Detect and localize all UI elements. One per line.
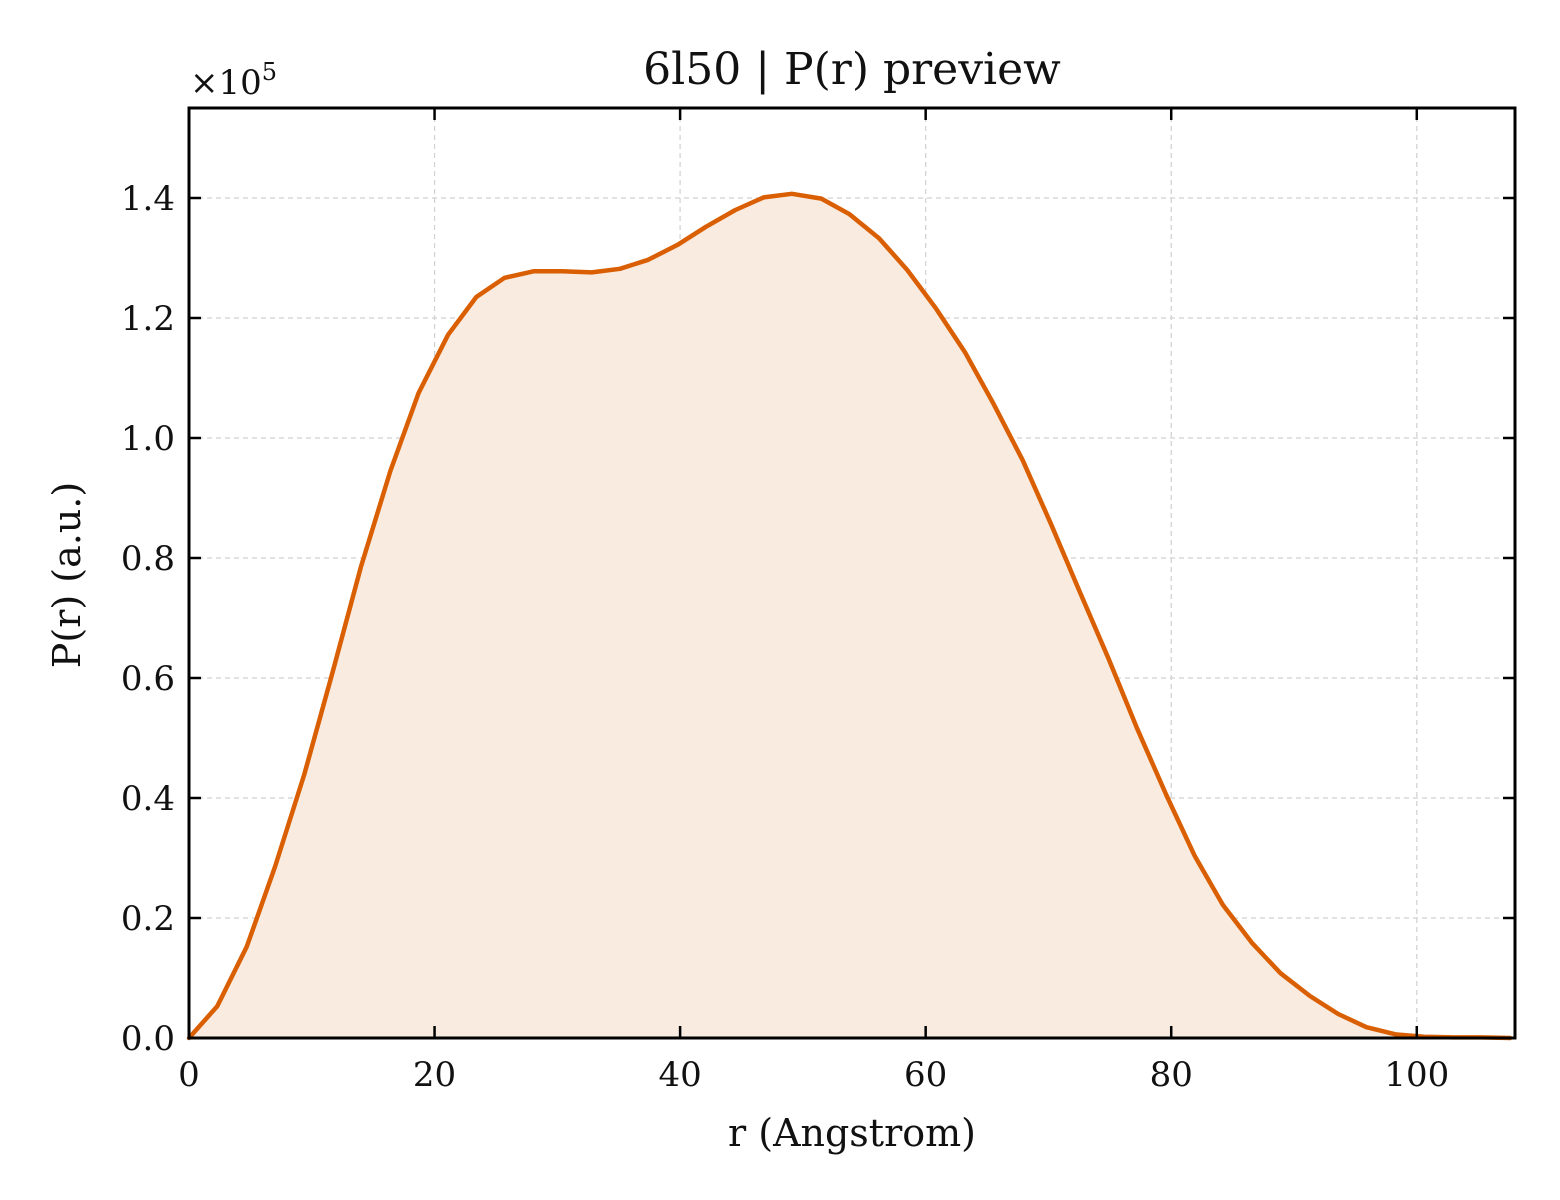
y-tick-label: 1.0: [121, 419, 175, 459]
y-tick-label: 0.4: [121, 779, 175, 819]
x-tick-label: 0: [178, 1055, 200, 1095]
tick-labels: 0 20 40 60 80 100 0.0 0.2 0.4 0.6 0.8 1.0 1.2 1.4: [121, 179, 1449, 1095]
y-tick-label: 0.6: [121, 659, 175, 699]
pr-series-line: [186, 191, 1513, 1041]
y-multiplier-base: ×10: [190, 63, 262, 103]
x-tick-label: 40: [658, 1055, 701, 1095]
y-multiplier-exponent: 5: [262, 58, 277, 86]
x-tick-label: 60: [904, 1055, 947, 1095]
x-tick-label: 20: [413, 1055, 456, 1095]
y-axis-label: P(r) (a.u.): [45, 482, 89, 668]
y-tick-label: 1.2: [121, 299, 175, 339]
y-tick-label: 0.8: [121, 539, 175, 579]
y-tick-label: 0.2: [121, 899, 175, 939]
y-tick-label: 0.0: [121, 1019, 175, 1059]
y-multiplier-label: ×105: [190, 58, 277, 103]
plot-frame: [187, 106, 1517, 1040]
x-tick-label: 80: [1150, 1055, 1193, 1095]
x-axis-label: r (Angstrom): [728, 1111, 976, 1155]
ticks: [187, 108, 1515, 1040]
chart-title: 6l50 | P(r) preview: [643, 44, 1061, 95]
x-tick-label: 100: [1384, 1055, 1449, 1095]
y-tick-label: 1.4: [121, 179, 175, 219]
